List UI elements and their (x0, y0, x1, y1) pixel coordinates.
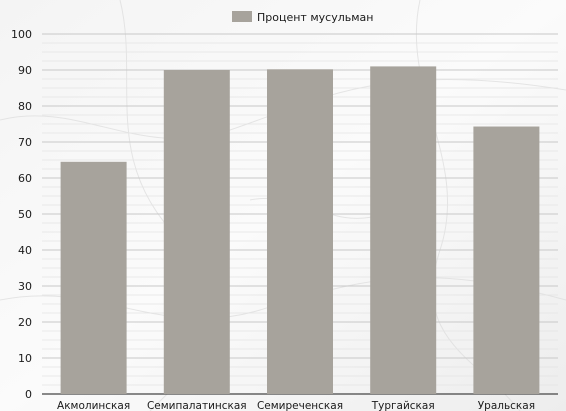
y-tick-label: 0 (25, 388, 32, 401)
legend-label: Процент мусульман (257, 11, 373, 24)
bars (60, 66, 540, 395)
y-tick-label: 40 (18, 244, 32, 257)
bar (267, 69, 333, 394)
y-tick-label: 80 (18, 100, 32, 113)
x-tick-label: Семиреченская (257, 400, 343, 411)
x-tick-label: Семипалатинская (147, 400, 247, 411)
y-tick-label: 70 (18, 136, 32, 149)
legend: Процент мусульман (232, 11, 373, 24)
bar (60, 161, 127, 394)
bar (473, 126, 540, 395)
y-tick-label: 10 (18, 352, 32, 365)
y-axis: 0 10 20 30 40 50 60 70 80 90 100 (11, 28, 32, 401)
y-tick-label: 20 (18, 316, 32, 329)
bar (370, 66, 437, 395)
y-tick-label: 50 (18, 208, 32, 221)
x-tick-label: Тургайская (371, 400, 435, 411)
bar (163, 70, 230, 394)
y-tick-label: 30 (18, 280, 32, 293)
x-axis: Акмолинская Семипалатинская Семиреченская Т… (57, 400, 535, 411)
x-tick-label: Акмолинская (57, 400, 130, 411)
legend-swatch (232, 11, 252, 22)
y-tick-label: 60 (18, 172, 32, 185)
y-tick-label: 100 (11, 28, 32, 41)
y-tick-label: 90 (18, 64, 32, 77)
x-tick-label: Уральская (478, 400, 535, 411)
